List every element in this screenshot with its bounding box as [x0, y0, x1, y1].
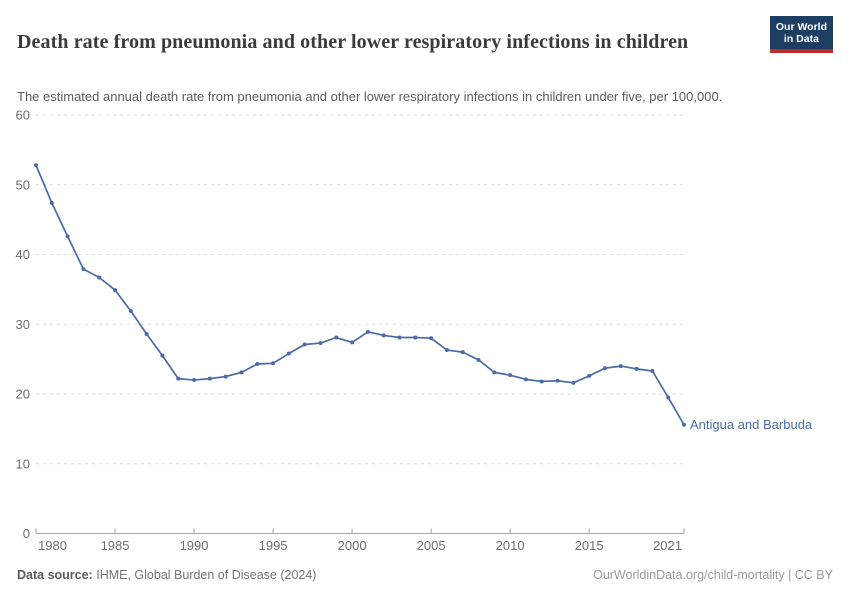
data-point	[144, 332, 149, 337]
y-tick-label: 50	[16, 177, 30, 192]
page-title: Death rate from pneumonia and other lowe…	[17, 31, 689, 54]
data-point	[97, 275, 102, 280]
data-point	[571, 380, 576, 385]
data-point	[429, 336, 434, 341]
chart-subtitle: The estimated annual death rate from pne…	[17, 89, 723, 104]
x-tick-label: 1980	[38, 538, 67, 553]
entity-label: Antigua and Barbuda	[690, 417, 813, 432]
x-tick-label: 2010	[496, 538, 525, 553]
y-tick-label: 0	[23, 526, 30, 541]
data-point	[634, 366, 639, 371]
x-tick-label: 2021	[653, 538, 682, 553]
data-point	[618, 364, 623, 369]
data-point	[365, 329, 370, 334]
x-tick-label: 2015	[575, 538, 604, 553]
x-tick-label: 2005	[417, 538, 446, 553]
data-point	[587, 373, 592, 378]
data-point	[602, 366, 607, 371]
data-point	[49, 200, 54, 205]
data-point	[650, 368, 655, 373]
data-point	[476, 357, 481, 362]
data-point	[223, 374, 228, 379]
x-tick-label: 1990	[180, 538, 209, 553]
data-point	[397, 335, 402, 340]
data-point	[65, 234, 70, 239]
data-point	[176, 376, 181, 381]
owid-logo: Our World in Data	[769, 16, 833, 53]
data-point	[286, 351, 291, 356]
license-link: OurWorldinData.org/child-mortality | CC …	[593, 568, 833, 582]
data-point	[381, 333, 386, 338]
owid-logo-line2: in Data	[783, 33, 819, 45]
data-point	[334, 335, 339, 340]
x-tick-label: 2000	[338, 538, 367, 553]
data-source-value: IHME, Global Burden of Disease (2024)	[96, 568, 317, 582]
y-tick-label: 10	[16, 456, 30, 471]
y-tick-label: 40	[16, 247, 30, 262]
data-point	[34, 163, 38, 168]
data-point	[239, 370, 244, 375]
data-point	[666, 395, 671, 400]
line-series	[35, 164, 685, 426]
data-source: Data source: IHME, Global Burden of Dise…	[17, 568, 316, 582]
data-point	[682, 422, 686, 427]
owid-logo-line1: Our World	[775, 21, 827, 33]
chart-footer: Data source: IHME, Global Burden of Dise…	[17, 568, 833, 582]
x-tick-label: 1985	[101, 538, 130, 553]
data-point	[350, 340, 355, 345]
data-point	[555, 378, 560, 383]
data-point	[508, 373, 513, 378]
data-point	[413, 335, 418, 340]
data-point	[207, 376, 212, 381]
data-point	[81, 267, 86, 272]
y-tick-label: 30	[16, 317, 30, 332]
y-tick-label: 20	[16, 387, 30, 402]
data-point	[271, 361, 276, 366]
data-point	[113, 288, 118, 293]
data-point	[444, 348, 449, 353]
data-point	[523, 377, 528, 382]
data-source-label: Data source:	[17, 568, 93, 582]
data-point	[128, 308, 133, 313]
data-point	[460, 350, 465, 355]
y-tick-label: 60	[16, 108, 30, 123]
data-point	[302, 342, 307, 347]
x-tick-label: 1995	[259, 538, 288, 553]
data-point	[318, 341, 323, 346]
data-point	[539, 379, 544, 384]
data-point	[492, 370, 497, 375]
data-point	[160, 353, 165, 358]
data-point	[255, 362, 260, 367]
data-point	[192, 378, 197, 383]
